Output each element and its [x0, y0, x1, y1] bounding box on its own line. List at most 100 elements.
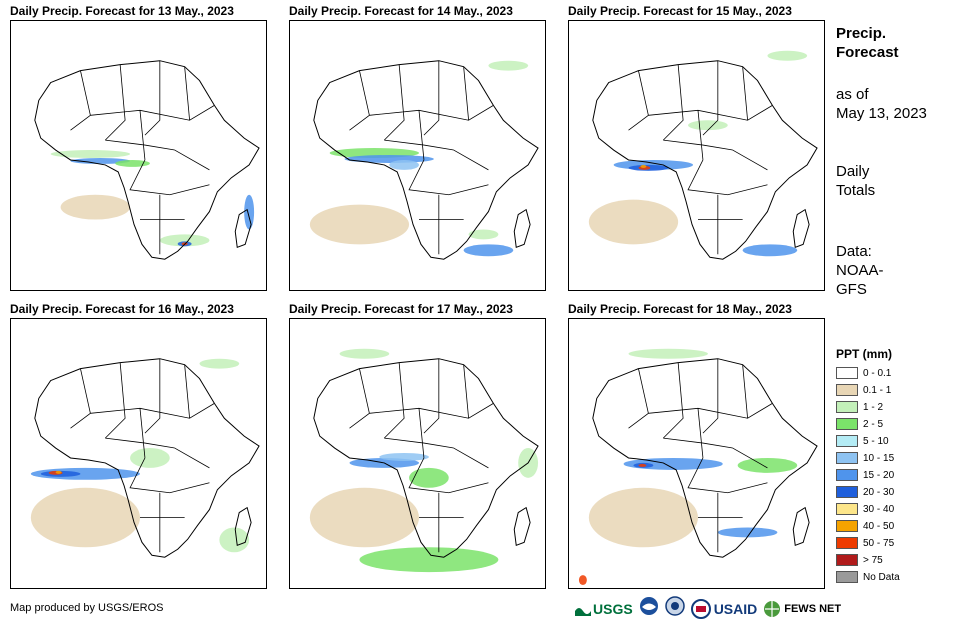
- data-line-2: NOAA-: [836, 262, 884, 279]
- africa-outline: [592, 358, 818, 558]
- precip-map: [10, 20, 267, 291]
- madagascar-outline: [513, 208, 531, 249]
- legend-swatch: [836, 554, 858, 566]
- precip-area: [737, 457, 798, 473]
- madagascar-outline: [513, 506, 531, 547]
- precip-area: [130, 448, 170, 468]
- partner-logos: USGS USAID FEWS NET: [575, 596, 841, 621]
- country-borders: [70, 358, 215, 553]
- seal-icon: [664, 596, 685, 616]
- totals-line-1: Daily: [836, 163, 870, 180]
- legend-swatch: [836, 384, 858, 396]
- country-borders: [628, 358, 773, 553]
- legend-swatch: [836, 537, 858, 549]
- legend-item: 30 - 40: [836, 502, 894, 516]
- panel-title: Daily Precip. Forecast for 15 May., 2023: [568, 4, 792, 18]
- precip-area: [588, 487, 698, 548]
- noaa-icon: [639, 597, 658, 615]
- precip-area: [409, 467, 449, 488]
- legend-label: 10 - 15: [863, 452, 895, 464]
- legend-label: 40 - 50: [863, 520, 895, 532]
- precip-area: [389, 159, 419, 170]
- legend-swatch: [836, 401, 858, 413]
- madagascar-outline: [234, 506, 252, 547]
- as-of-date: as of May 13, 2023: [836, 85, 927, 123]
- precip-area: [309, 487, 419, 548]
- legend-label: 1 - 2: [863, 401, 884, 413]
- forecast-heading: Precip. Forecast: [836, 24, 899, 62]
- legend-label: 15 - 20: [863, 469, 895, 481]
- heading-line-2: Forecast: [836, 44, 899, 61]
- legend-label: 0 - 0.1: [863, 367, 892, 379]
- legend-label: 5 - 10: [863, 435, 889, 447]
- madagascar-outline: [792, 208, 810, 249]
- legend-title: PPT (mm): [836, 347, 893, 361]
- legend-label: 20 - 30: [863, 486, 895, 498]
- precip-area: [244, 194, 255, 230]
- precip-area: [344, 155, 434, 163]
- precip-area: [30, 467, 140, 480]
- precip-area: [359, 547, 499, 573]
- legend-swatch: [836, 452, 858, 464]
- precip-map: [289, 20, 546, 291]
- fews-net-logo: FEWS NET: [763, 600, 841, 618]
- legend-label: 0.1 - 1: [863, 384, 892, 396]
- legend-swatch: [836, 571, 858, 583]
- legend-swatch: [836, 367, 858, 379]
- usgs-logo: USGS: [575, 601, 633, 617]
- legend-item: 0 - 0.1: [836, 366, 891, 380]
- as-of-line-1: as of: [836, 86, 869, 103]
- precip-area: [115, 159, 150, 167]
- precip-area: [70, 157, 131, 164]
- legend-swatch: [836, 418, 858, 430]
- precip-area: [640, 164, 647, 168]
- africa-outline: [592, 60, 818, 260]
- precip-area: [742, 244, 798, 257]
- precip-area: [463, 244, 514, 257]
- panel-title: Daily Precip. Forecast for 16 May., 2023: [10, 302, 234, 316]
- panel-title: Daily Precip. Forecast for 18 May., 2023: [568, 302, 792, 316]
- africa-outline: [313, 358, 539, 558]
- heading-line-1: Precip.: [836, 25, 887, 42]
- map-credit: Map produced by USGS/EROS: [10, 602, 164, 614]
- precip-area: [339, 348, 390, 359]
- precip-area: [60, 194, 131, 220]
- dos-seal-logo: [664, 596, 685, 621]
- panel-title: Daily Precip. Forecast for 13 May., 2023: [10, 4, 234, 18]
- legend-item: 50 - 75: [836, 536, 894, 550]
- precip-area: [219, 527, 250, 553]
- precip-area: [588, 199, 679, 245]
- precip-area: [638, 463, 647, 467]
- daily-totals: Daily Totals: [836, 162, 875, 200]
- country-borders: [628, 60, 773, 255]
- precip-area: [628, 348, 708, 359]
- as-of-line-2: May 13, 2023: [836, 105, 927, 122]
- legend-item: > 75: [836, 553, 883, 567]
- legend-item: 15 - 20: [836, 468, 894, 482]
- africa-outline: [313, 60, 539, 260]
- usaid-seal-icon: [690, 598, 711, 619]
- legend-item: 1 - 2: [836, 400, 883, 414]
- precip-area: [717, 527, 778, 538]
- legend-label: > 75: [863, 554, 883, 566]
- legend-item: 40 - 50: [836, 519, 894, 533]
- legend-label: 2 - 5: [863, 418, 884, 430]
- panel-title: Daily Precip. Forecast for 14 May., 2023: [289, 4, 513, 18]
- noaa-logo: [639, 596, 659, 621]
- precip-area: [30, 487, 140, 548]
- legend-label: 50 - 75: [863, 537, 895, 549]
- precip-map: [568, 20, 825, 291]
- precip-area: [578, 575, 587, 586]
- usgs-wave-icon: [575, 607, 591, 616]
- precip-area: [468, 229, 499, 240]
- madagascar-outline: [792, 506, 810, 547]
- legend-item: 20 - 30: [836, 485, 894, 499]
- data-line-1: Data:: [836, 243, 872, 260]
- legend-item: 5 - 10: [836, 434, 889, 448]
- precip-area: [688, 120, 728, 131]
- legend-item: 2 - 5: [836, 417, 883, 431]
- country-borders: [349, 358, 494, 553]
- precip-area: [159, 234, 210, 247]
- madagascar-outline: [234, 208, 252, 249]
- legend-swatch: [836, 486, 858, 498]
